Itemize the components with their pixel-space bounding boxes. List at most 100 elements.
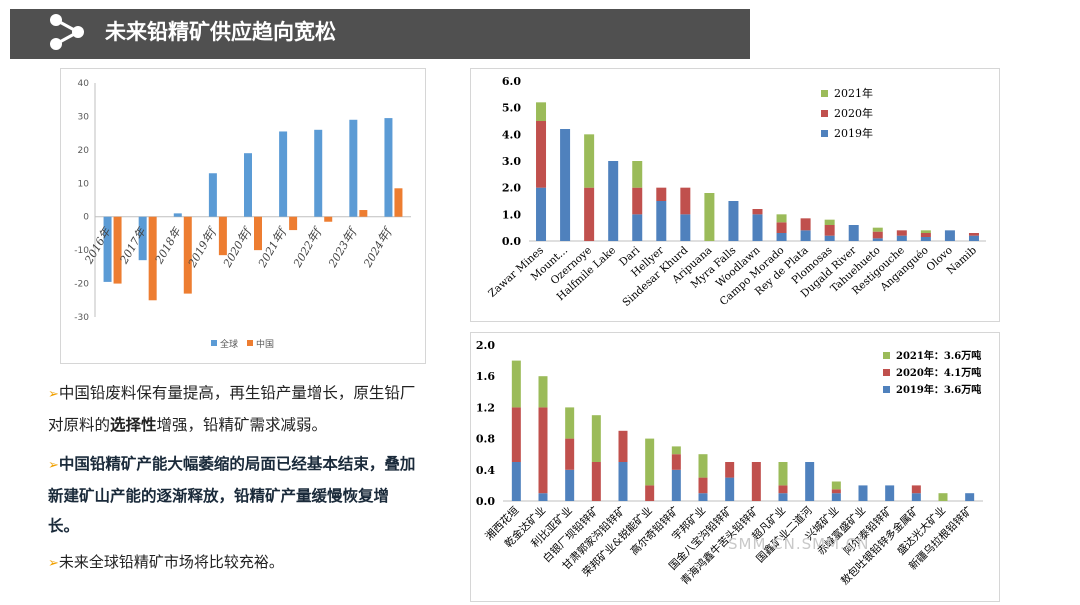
- bar-segment: [632, 214, 643, 241]
- bar-segment: [608, 161, 619, 241]
- legend-swatch: [821, 130, 828, 137]
- bar-segment: [824, 235, 835, 241]
- bullet-2: ➢中国铅精矿产能大幅萎缩的局面已经基本结束，叠加新建矿山产能的逐渐释放，铅精矿产…: [48, 455, 416, 535]
- legend-label: 2021年：3.6万吨: [896, 349, 981, 362]
- y-tick-label: 1.0: [502, 208, 521, 221]
- bar-segment: [618, 462, 628, 501]
- bar-segment: [565, 407, 575, 439]
- watermark: SMM CN.SMM.CN: [728, 535, 870, 553]
- bar-segment: [680, 187, 691, 215]
- y-tick-label: -20: [74, 280, 89, 290]
- bar-segment: [778, 485, 788, 494]
- y-tick-label: 0: [83, 213, 89, 223]
- legend-label: 2020年: [834, 106, 873, 120]
- x-tick-label: 2023年f: [326, 224, 360, 270]
- bar-全球: [279, 131, 288, 217]
- bar-segment: [872, 238, 883, 241]
- chart1-panel: -30 -20 -10 0 10 20 30 40 2016年 2017年 2018年 2019年f 2…: [60, 68, 426, 364]
- bar-segment: [805, 462, 815, 501]
- bar-segment: [704, 193, 715, 241]
- bar-segment: [584, 187, 595, 241]
- bar-segment: [538, 493, 548, 501]
- bar-segment: [831, 489, 841, 494]
- bullet-list: ➢中国铅废料保有量提高，再生铅产量增长，原生铅厂对原料的选择性增强，铅精矿需求减…: [48, 378, 418, 585]
- bar-中国: [359, 210, 368, 217]
- bar-segment: [536, 187, 547, 241]
- legend-swatch: [211, 340, 217, 346]
- y-tick-label: 10: [78, 179, 90, 189]
- bar-segment: [632, 161, 643, 188]
- y-tick-label: 20: [78, 146, 90, 156]
- y-tick-label: 6.0: [502, 75, 521, 88]
- bar-segment: [671, 454, 681, 470]
- bar-segment: [656, 187, 667, 201]
- legend-label: 中国: [256, 338, 274, 350]
- bar-中国: [183, 216, 192, 294]
- bar-segment: [776, 222, 787, 233]
- bar-segment: [698, 454, 708, 478]
- chart2-panel: 0.0 1.0 2.0 3.0 4.0 5.0 6.0 Zawar Mines Mount...…: [470, 68, 1000, 322]
- bar-中国: [218, 216, 227, 256]
- bar-segment: [698, 493, 708, 501]
- legend-swatch: [247, 340, 253, 346]
- bar-segment: [824, 219, 835, 225]
- bar-segment: [776, 233, 787, 241]
- bar-segment: [752, 209, 763, 215]
- bar-segment: [632, 187, 643, 215]
- bar-segment: [752, 214, 763, 241]
- y-tick-label: 4.0: [502, 128, 521, 141]
- bar-segment: [565, 438, 575, 470]
- page-title: 未来铅精矿供应趋向宽松: [105, 20, 336, 44]
- y-tick-label: 2.0: [502, 182, 521, 195]
- bar-segment: [725, 462, 735, 478]
- bar-中国: [324, 216, 333, 222]
- bar-全球: [349, 119, 358, 217]
- bar-segment: [858, 485, 868, 501]
- china-mines-chart: 0.00.40.81.21.62.0湘西花垣乾金达矿业利比亚矿业白银厂坝铅锌矿甘…: [476, 339, 983, 587]
- bar-全球: [244, 153, 252, 217]
- bar-segment: [698, 477, 708, 494]
- bar-segment: [645, 485, 655, 501]
- bar-segment: [920, 230, 931, 233]
- legend-label: 2019年: [834, 126, 873, 140]
- y-tick-label: 0.0: [502, 235, 521, 248]
- bar-segment: [885, 485, 895, 501]
- bar-segment: [725, 477, 735, 501]
- bar-segment: [511, 462, 521, 501]
- bar-segment: [968, 233, 979, 236]
- title-bar: [10, 9, 750, 59]
- bar-segment: [778, 493, 788, 501]
- bar-segment: [896, 230, 907, 236]
- bar-segment: [671, 469, 681, 501]
- y-tick-label: 1.6: [476, 370, 495, 383]
- bar-segment: [511, 360, 521, 408]
- y-tick-label: 0.8: [476, 433, 495, 446]
- y-tick-label: 5.0: [502, 102, 521, 115]
- bar-segment: [584, 134, 595, 188]
- bar-全球: [384, 118, 393, 217]
- legend-label: 全球: [220, 338, 238, 350]
- legend-swatch: [883, 369, 890, 376]
- y-tick-label: -30: [74, 313, 89, 323]
- legend-label: 2020年：4.1万吨: [896, 366, 981, 379]
- bar-segment: [680, 214, 691, 241]
- y-tick-label: -10: [74, 246, 89, 256]
- bar-segment: [776, 214, 787, 223]
- bar-segment: [565, 469, 575, 501]
- bar-全球: [138, 216, 147, 261]
- bar-中国: [113, 216, 122, 284]
- legend-swatch: [883, 352, 890, 359]
- x-tick-label: 2022年f: [291, 224, 325, 270]
- bar-segment: [800, 230, 811, 241]
- bar-segment: [511, 407, 521, 462]
- arrow-icon: ➢: [48, 387, 59, 402]
- arrow-icon: ➢: [48, 556, 59, 571]
- bar-全球: [208, 173, 217, 217]
- legend-label: 2019年：3.6万吨: [896, 383, 981, 396]
- bar-segment: [728, 201, 739, 241]
- y-tick-label: 3.0: [502, 155, 521, 168]
- bar-segment: [911, 493, 921, 501]
- y-tick-label: 30: [78, 112, 90, 122]
- bar-segment: [618, 430, 628, 462]
